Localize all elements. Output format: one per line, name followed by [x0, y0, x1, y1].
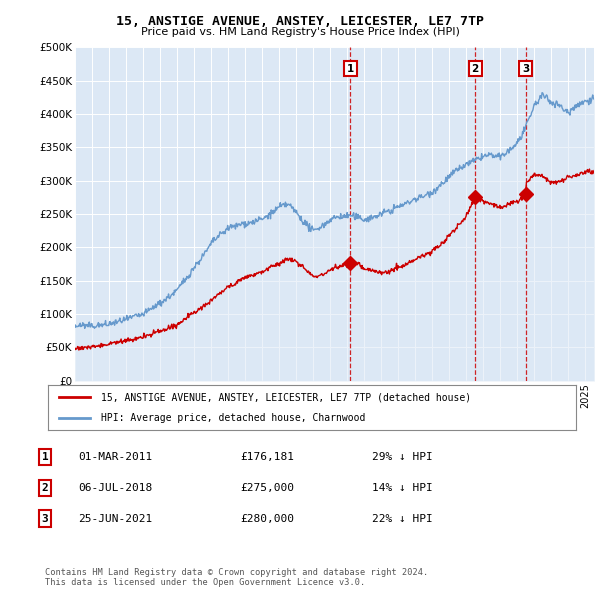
Text: £176,181: £176,181 [240, 453, 294, 462]
Text: £275,000: £275,000 [240, 483, 294, 493]
Text: 25-JUN-2021: 25-JUN-2021 [78, 514, 152, 523]
Text: 1: 1 [41, 453, 49, 462]
Text: Contains HM Land Registry data © Crown copyright and database right 2024.
This d: Contains HM Land Registry data © Crown c… [45, 568, 428, 587]
Text: £280,000: £280,000 [240, 514, 294, 523]
Text: 3: 3 [41, 514, 49, 523]
Text: 29% ↓ HPI: 29% ↓ HPI [372, 453, 433, 462]
Text: Price paid vs. HM Land Registry's House Price Index (HPI): Price paid vs. HM Land Registry's House … [140, 27, 460, 37]
Text: 06-JUL-2018: 06-JUL-2018 [78, 483, 152, 493]
Text: 2: 2 [41, 483, 49, 493]
Text: 15, ANSTIGE AVENUE, ANSTEY, LEICESTER, LE7 7TP: 15, ANSTIGE AVENUE, ANSTEY, LEICESTER, L… [116, 15, 484, 28]
Text: 3: 3 [522, 64, 529, 74]
Text: 14% ↓ HPI: 14% ↓ HPI [372, 483, 433, 493]
Text: 01-MAR-2011: 01-MAR-2011 [78, 453, 152, 462]
Text: 15, ANSTIGE AVENUE, ANSTEY, LEICESTER, LE7 7TP (detached house): 15, ANSTIGE AVENUE, ANSTEY, LEICESTER, L… [101, 392, 471, 402]
Text: HPI: Average price, detached house, Charnwood: HPI: Average price, detached house, Char… [101, 412, 365, 422]
Text: 22% ↓ HPI: 22% ↓ HPI [372, 514, 433, 523]
Text: 2: 2 [472, 64, 479, 74]
Text: 1: 1 [347, 64, 354, 74]
